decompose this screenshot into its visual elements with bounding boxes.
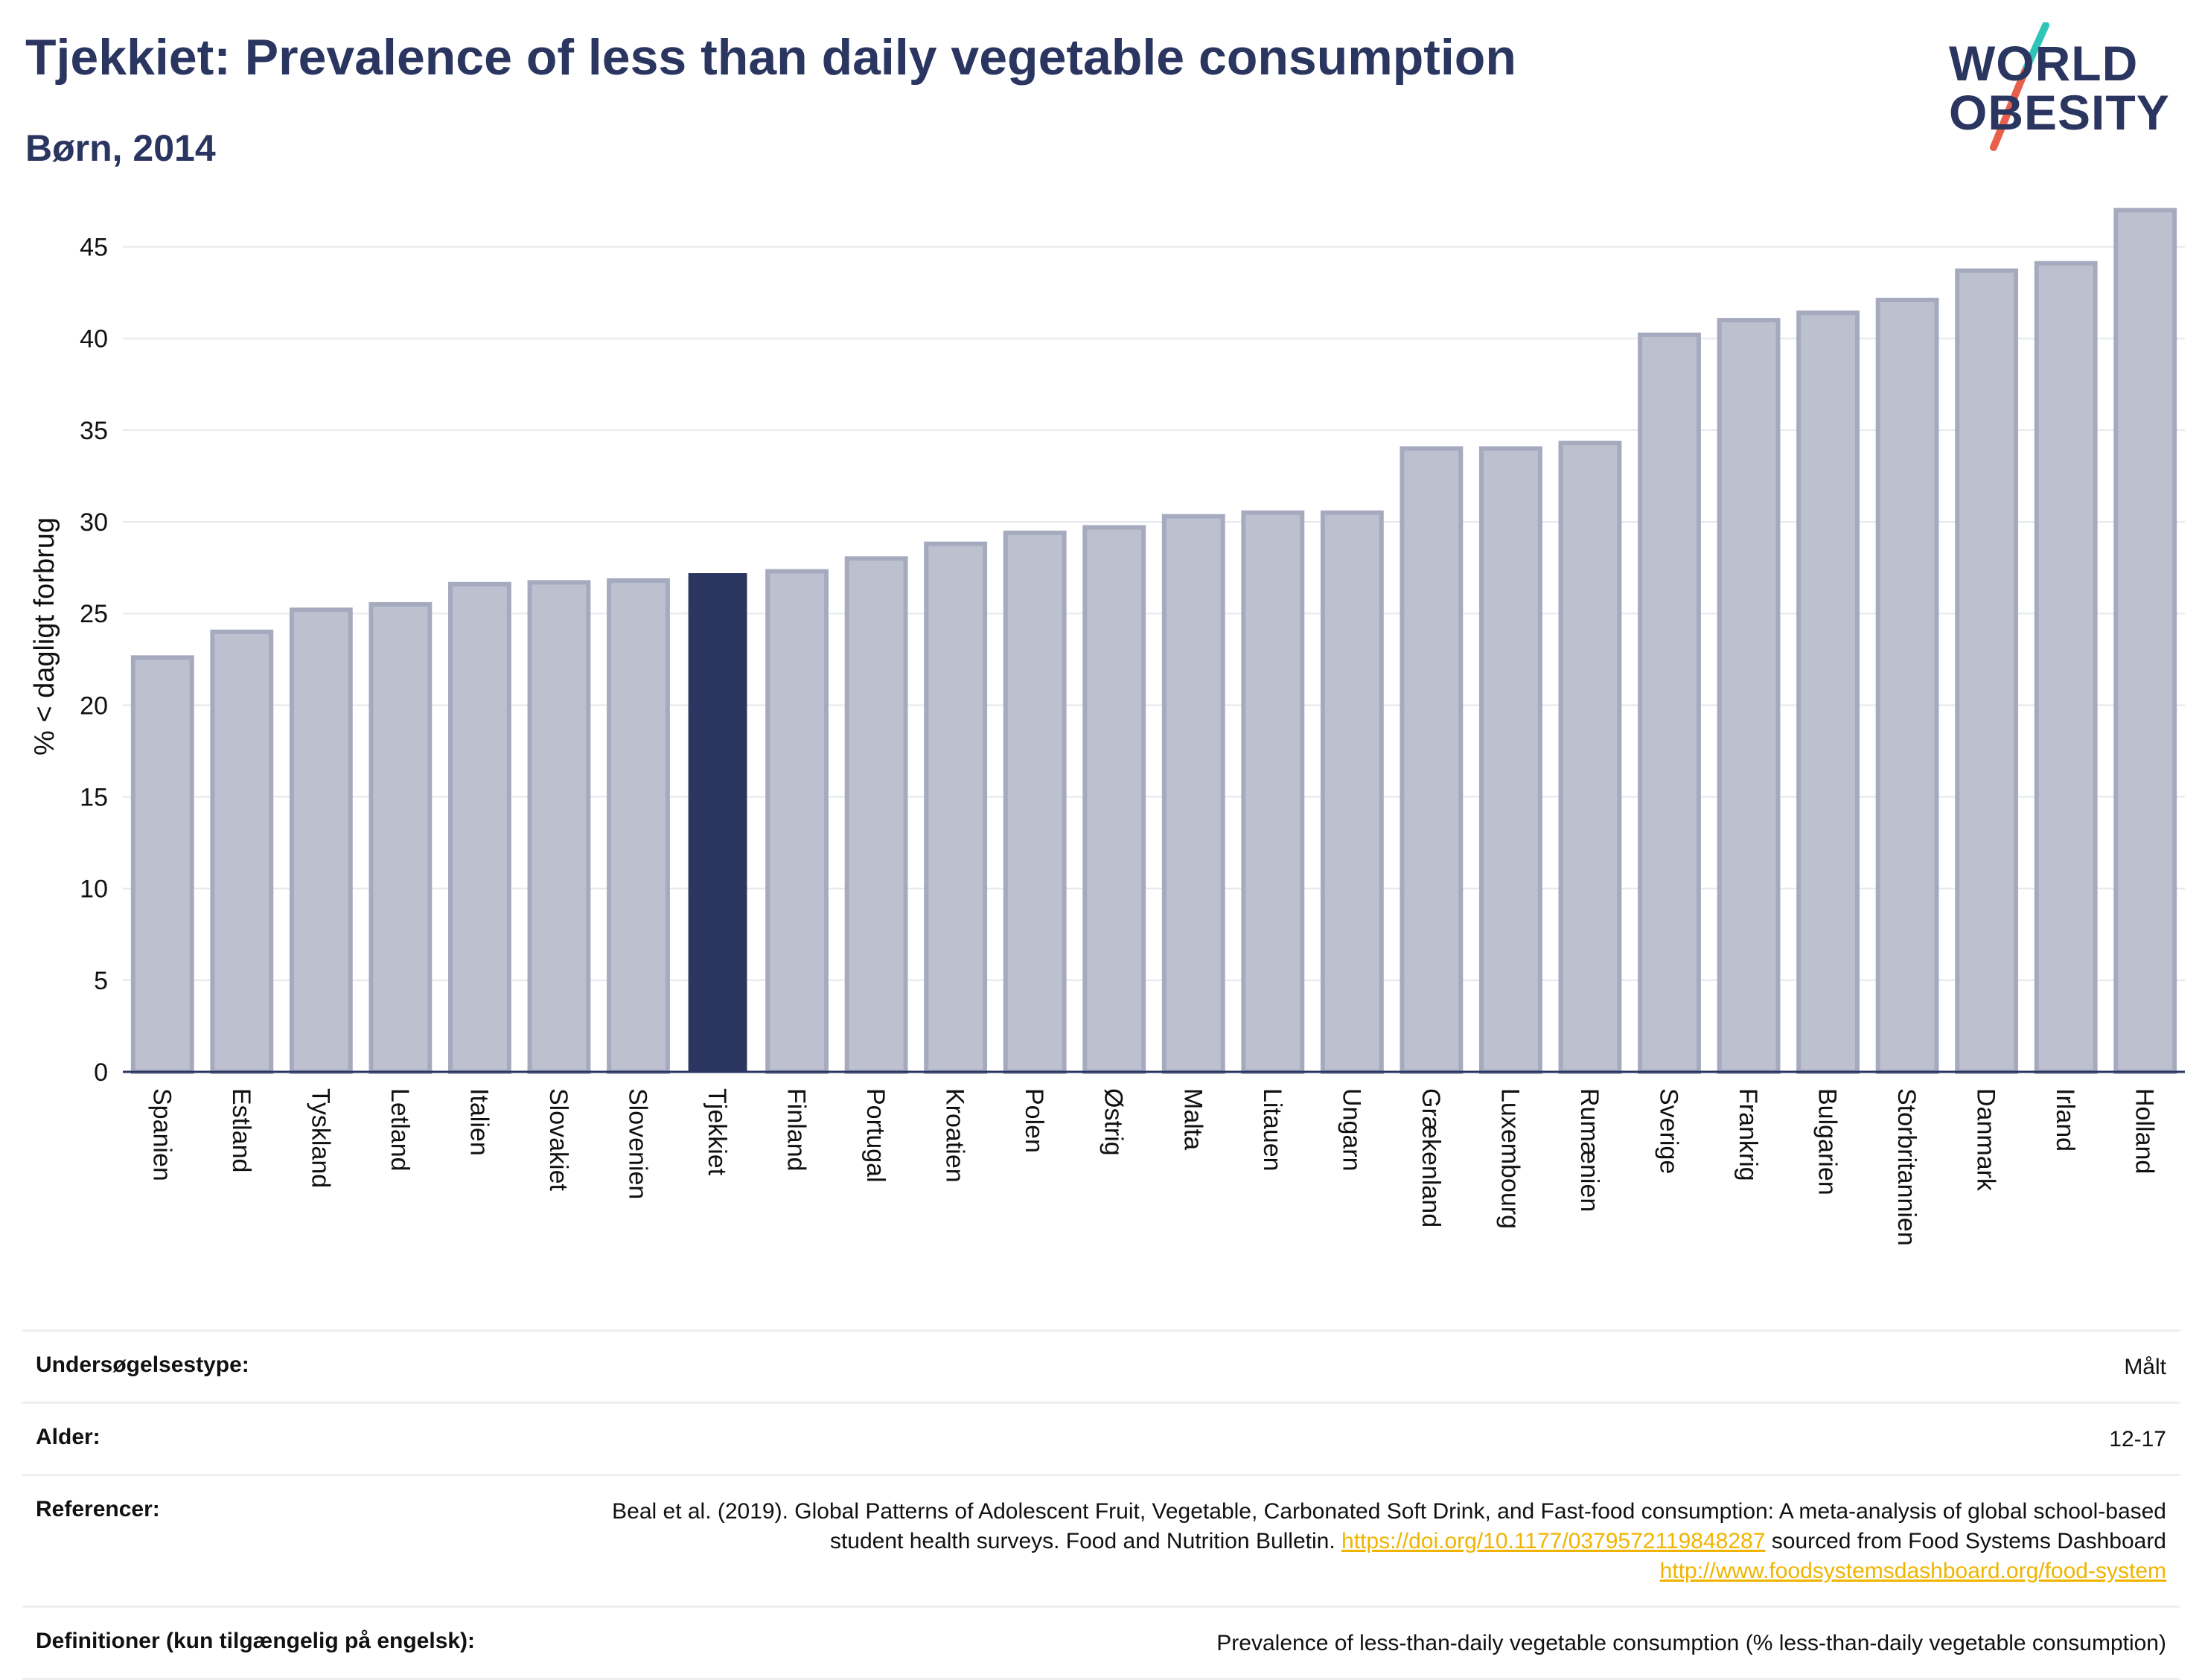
x-tick-label: Litauen bbox=[1258, 1088, 1286, 1172]
bar bbox=[844, 556, 908, 1074]
bar bbox=[1558, 441, 1622, 1074]
bar bbox=[607, 578, 670, 1074]
bar bbox=[1003, 530, 1067, 1074]
x-tick-label: Letland bbox=[386, 1088, 414, 1172]
y-axis-label: % < dagligt forbrug bbox=[29, 517, 60, 756]
bar bbox=[1955, 268, 2019, 1075]
y-tick-label: 15 bbox=[80, 784, 108, 812]
x-tick-label: Ungarn bbox=[1337, 1088, 1365, 1172]
bar bbox=[130, 655, 194, 1074]
logo-slash-icon bbox=[1990, 22, 2049, 151]
logo-line2: OBESITY bbox=[1949, 85, 2170, 140]
bar bbox=[1638, 332, 1701, 1074]
y-tick-label: 30 bbox=[80, 508, 108, 537]
bar bbox=[1479, 446, 1542, 1074]
age-value: 12-17 bbox=[2109, 1427, 2166, 1451]
definitions-label: Definitioner (kun tilgængelig på engelsk… bbox=[36, 1629, 476, 1653]
bar bbox=[289, 607, 353, 1074]
x-tick-label: Sverige bbox=[1655, 1088, 1683, 1174]
bar bbox=[1796, 310, 1860, 1074]
x-tick-label: Danmark bbox=[1972, 1088, 2000, 1192]
references-link-doi[interactable]: https://doi.org/10.1177/0379572119848287 bbox=[1341, 1529, 1766, 1553]
y-tick-label: 20 bbox=[80, 692, 108, 720]
bar bbox=[1400, 446, 1464, 1074]
bar bbox=[2113, 208, 2177, 1074]
x-tick-label: Holland bbox=[2131, 1088, 2159, 1174]
bar bbox=[368, 601, 433, 1074]
y-tick-label: 5 bbox=[94, 967, 108, 995]
bar bbox=[448, 581, 511, 1074]
info-row-references: Referencer: Beal et al. (2019). Global P… bbox=[22, 1474, 2180, 1606]
bar bbox=[1241, 510, 1305, 1075]
x-tick-label: Østrig bbox=[1100, 1088, 1128, 1156]
x-tick-label: Portugal bbox=[861, 1088, 890, 1183]
x-tick-label: Polen bbox=[1020, 1088, 1048, 1153]
page-title: Tjekkiet: Prevalence of less than daily … bbox=[25, 29, 1516, 86]
x-tick-label: Estland bbox=[227, 1088, 255, 1172]
x-tick-label: Malta bbox=[1178, 1088, 1207, 1150]
x-tick-label: Irland bbox=[2051, 1088, 2079, 1152]
bar-chart: 0 5 10 15 20 25 30 35 40 45 % < dagligt forbrug Spa… bbox=[29, 208, 2185, 1246]
references-label: Referencer: bbox=[36, 1497, 160, 1521]
references-text1: Beal et al. (2019). Global Patterns of A… bbox=[612, 1499, 2166, 1553]
y-tick-label: 45 bbox=[80, 234, 108, 262]
x-tick-label: Tyskland bbox=[306, 1088, 334, 1188]
info-row-survey-type: Undersøgelsestype: Målt bbox=[22, 1329, 2180, 1402]
info-table: Undersøgelsestype: Målt Alder: 12-17 Ref… bbox=[22, 1329, 2180, 1680]
page-subtitle: Børn, 2014 bbox=[25, 127, 216, 169]
x-tick-label: Slovenien bbox=[624, 1088, 652, 1199]
bar bbox=[1082, 525, 1146, 1075]
x-tick-label: Tjekkiet bbox=[703, 1088, 731, 1176]
y-tick-label: 25 bbox=[80, 600, 108, 628]
bar bbox=[1161, 514, 1225, 1074]
x-tick-label: Grækenland bbox=[1417, 1088, 1445, 1227]
bar bbox=[1875, 298, 1939, 1075]
y-tick-label: 35 bbox=[80, 417, 108, 445]
x-tick-label: Storbritannien bbox=[1892, 1088, 1921, 1246]
bar bbox=[765, 569, 829, 1074]
x-tick-label: Luxembourg bbox=[1496, 1088, 1524, 1229]
info-row-definitions: Definitioner (kun tilgængelig på engelsk… bbox=[22, 1606, 2180, 1680]
references-text2: sourced from Food Systems Dashboard bbox=[1771, 1529, 2166, 1553]
logo-line1: WORLD bbox=[1949, 36, 2139, 91]
bar bbox=[1717, 318, 1781, 1074]
x-tick-label: Spanien bbox=[147, 1088, 176, 1181]
definitions-value: Prevalence of less-than-daily vegetable … bbox=[1216, 1631, 2166, 1655]
y-tick-label: 40 bbox=[80, 325, 108, 354]
x-tick-label: Italien bbox=[465, 1088, 493, 1156]
y-tick-label: 10 bbox=[80, 875, 108, 904]
bar bbox=[2034, 261, 2098, 1075]
bar bbox=[688, 573, 747, 1072]
survey-type-value: Målt bbox=[2124, 1355, 2166, 1379]
info-row-age: Alder: 12-17 bbox=[22, 1402, 2180, 1474]
references-value: Beal et al. (2019). Global Patterns of A… bbox=[566, 1497, 2166, 1586]
references-link-dashboard[interactable]: http://www.foodsystemsdashboard.org/food… bbox=[1659, 1559, 2166, 1583]
world-obesity-logo: WORLD OBESITY bbox=[1935, 22, 2189, 156]
x-tick-label: Slovakiet bbox=[544, 1088, 572, 1192]
bar bbox=[1320, 510, 1384, 1075]
bar bbox=[924, 541, 988, 1074]
x-tick-label: Frankrig bbox=[1734, 1088, 1762, 1181]
survey-type-label: Undersøgelsestype: bbox=[36, 1352, 249, 1377]
age-label: Alder: bbox=[36, 1425, 100, 1449]
x-tick-label: Finland bbox=[782, 1088, 811, 1172]
x-tick-label: Bulgarien bbox=[1813, 1088, 1842, 1195]
x-tick-label: Kroatien bbox=[941, 1088, 969, 1183]
x-tick-label: Rumænien bbox=[1575, 1088, 1603, 1212]
y-tick-label: 0 bbox=[94, 1058, 108, 1087]
bar bbox=[527, 580, 591, 1074]
bar bbox=[210, 629, 274, 1074]
